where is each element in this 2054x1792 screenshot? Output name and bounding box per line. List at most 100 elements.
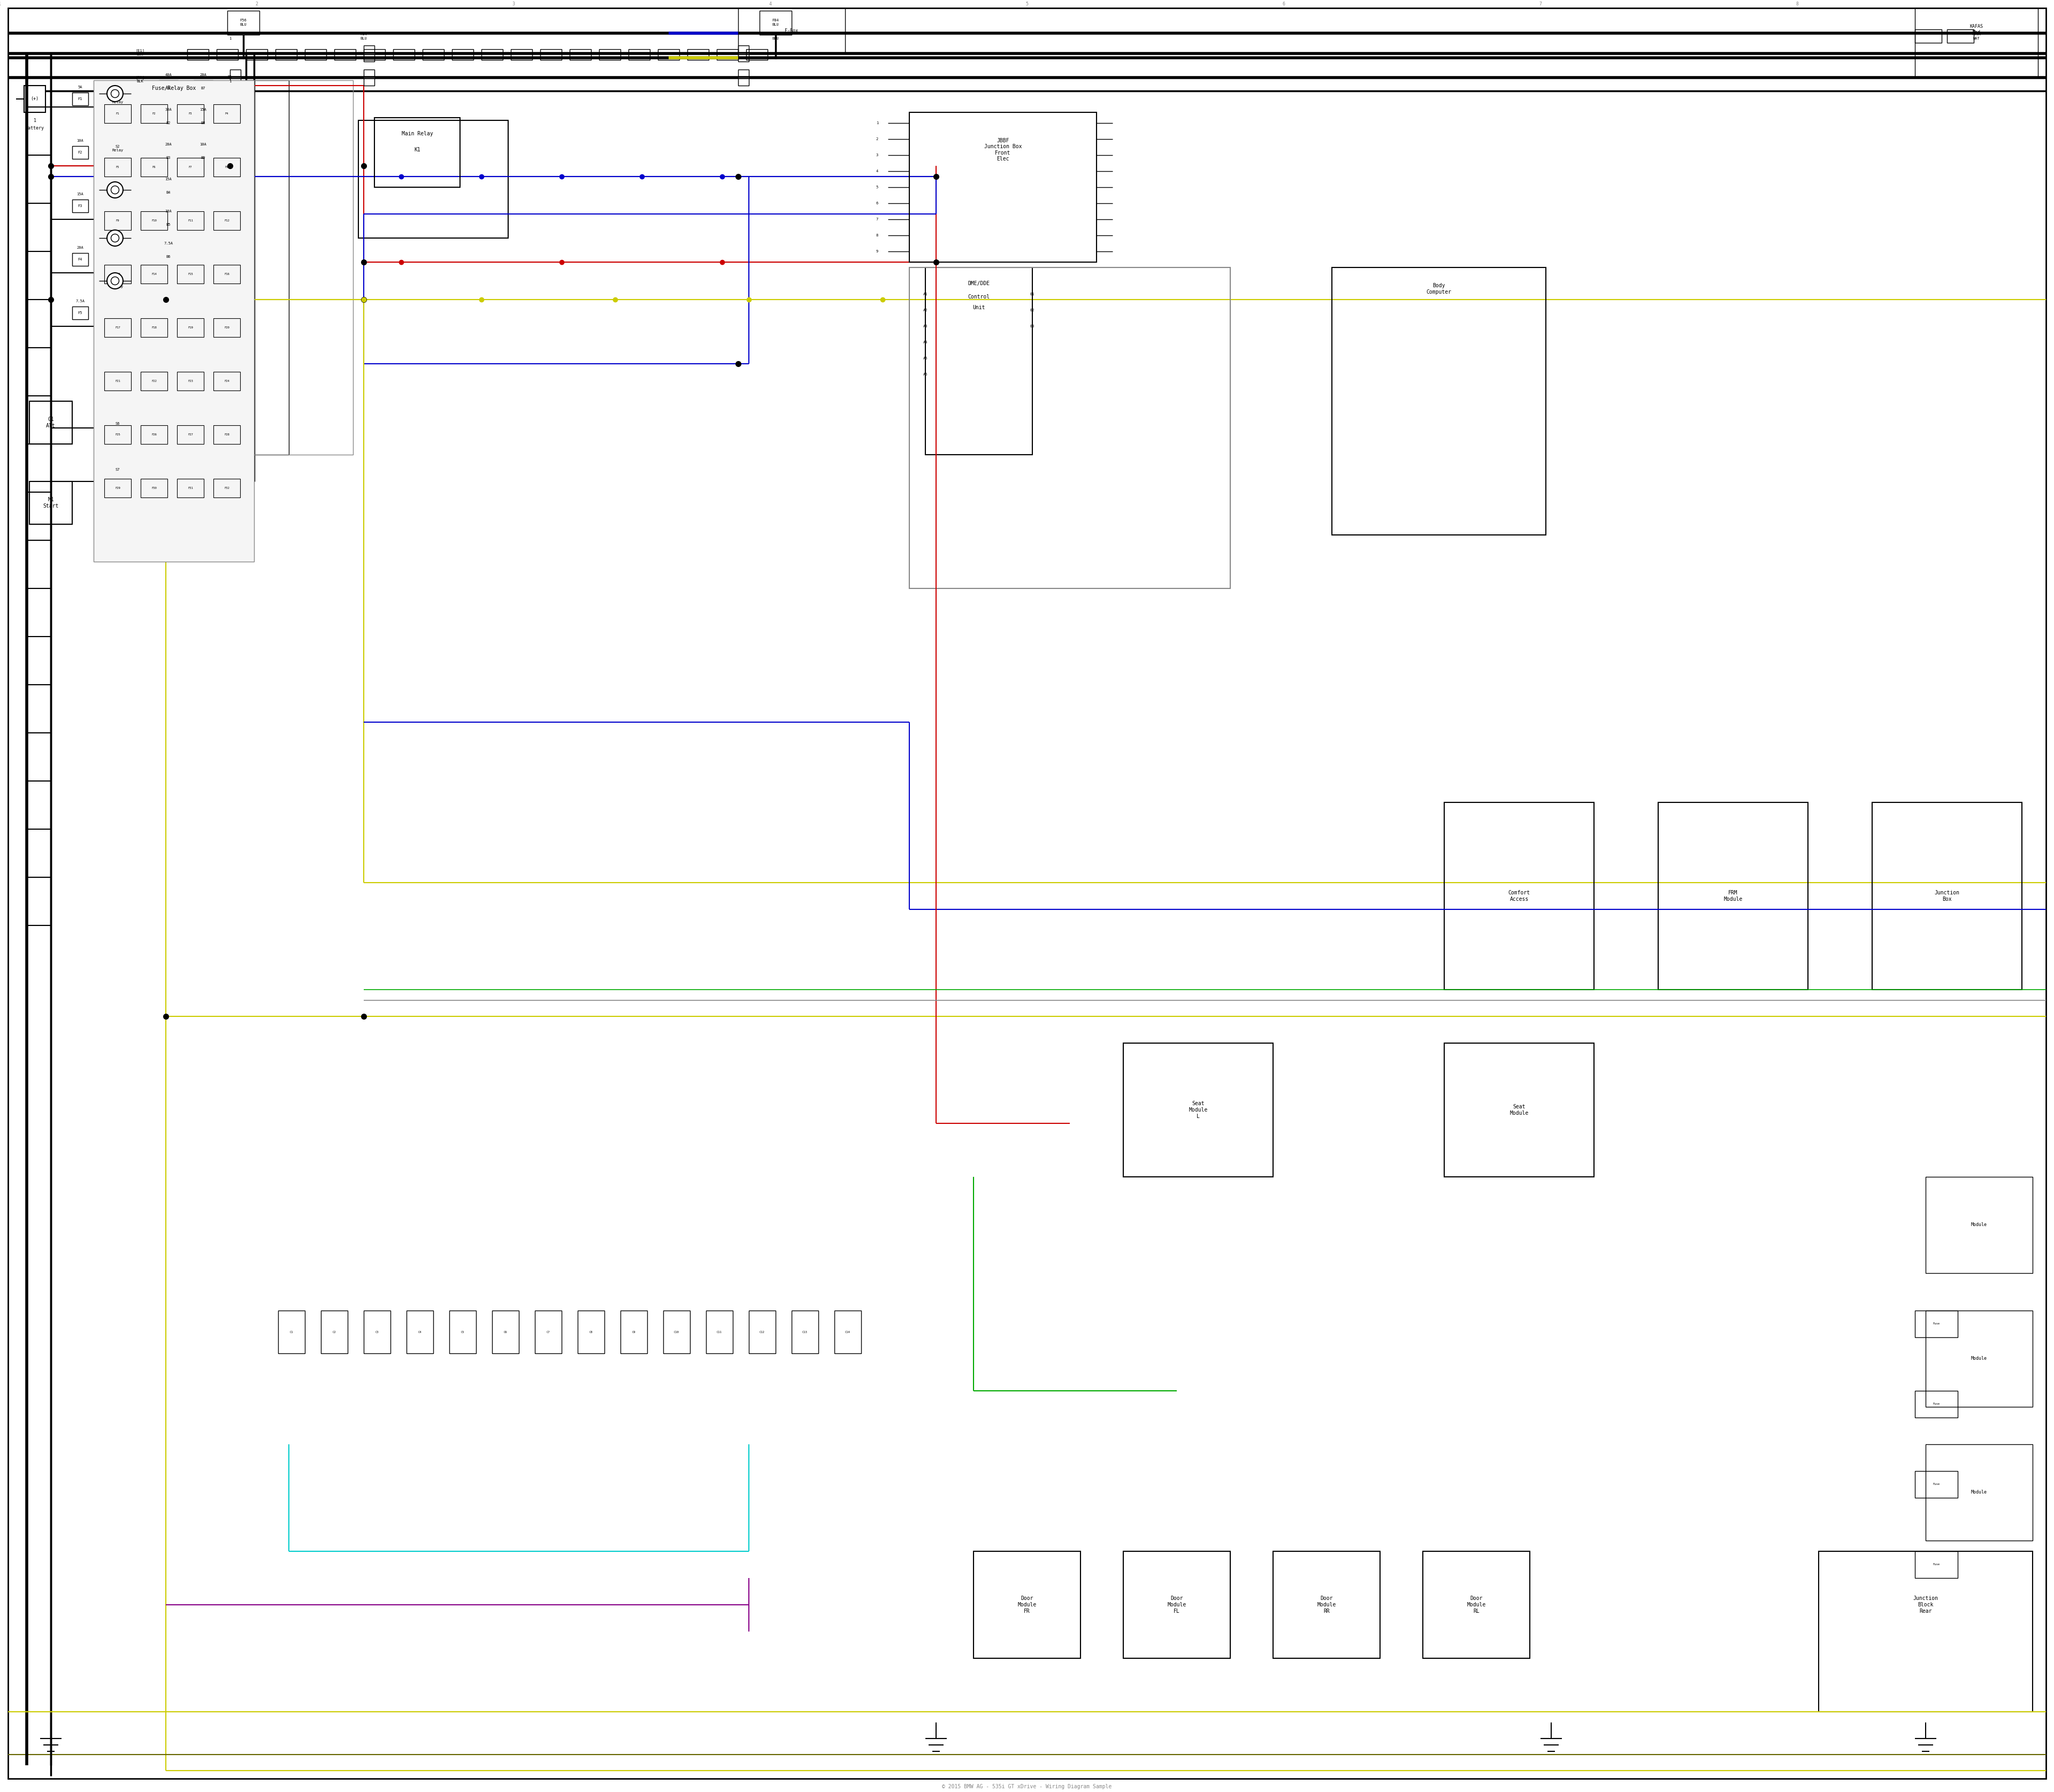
Bar [364, 45, 374, 61]
Bar [663, 1310, 690, 1353]
Bar [193, 115, 214, 131]
Text: 8: 8 [877, 233, 879, 237]
Text: T1
1: T1 1 [228, 75, 232, 82]
Bar [140, 478, 168, 498]
Bar [177, 478, 203, 498]
Text: F12: F12 [224, 219, 230, 222]
Bar [214, 371, 240, 391]
Text: F31: F31 [187, 486, 193, 489]
Text: F9: F9 [115, 219, 119, 222]
Text: B4: B4 [166, 192, 170, 194]
Bar [1914, 1391, 1957, 1417]
Text: B8: B8 [201, 122, 205, 125]
Text: A3: A3 [922, 324, 928, 328]
Bar [228, 11, 259, 34]
Text: Fuse: Fuse [1933, 1563, 1939, 1566]
Text: F28: F28 [224, 434, 230, 435]
Bar [834, 1310, 861, 1353]
Bar [177, 104, 203, 124]
Bar [99, 457, 136, 482]
Text: B1: B1 [166, 86, 170, 90]
Bar [1914, 1310, 1957, 1337]
Bar [105, 104, 131, 124]
Text: Door
Module
FL: Door Module FL [1167, 1597, 1187, 1613]
Text: S6: S6 [115, 423, 119, 425]
Bar [94, 81, 255, 561]
Text: 10A: 10A [164, 210, 173, 213]
Bar [1273, 1552, 1380, 1658]
Text: 9: 9 [877, 249, 879, 253]
Bar [791, 1310, 817, 1353]
Bar [187, 48, 210, 59]
Text: S5
Relay: S5 Relay [113, 281, 123, 289]
Bar [1927, 1444, 2033, 1541]
Text: A4: A4 [922, 340, 928, 344]
Text: 20A: 20A [199, 73, 207, 77]
Text: Junction
Block
Rear: Junction Block Rear [1912, 1597, 1939, 1613]
Text: F22: F22 [152, 380, 156, 382]
Bar [214, 425, 240, 444]
Text: C4: C4 [419, 1331, 421, 1333]
Text: G1
Alt: G1 Alt [45, 418, 55, 428]
Text: 7.5A: 7.5A [164, 242, 173, 246]
Text: 5A: 5A [78, 86, 82, 90]
Text: 1: 1 [877, 122, 879, 125]
Text: Battery: Battery [25, 125, 43, 131]
Circle shape [107, 229, 123, 246]
Text: F4: F4 [226, 113, 228, 115]
Text: F84
BLU: F84 BLU [772, 20, 778, 25]
Bar [99, 136, 136, 161]
Bar [99, 412, 136, 435]
Text: F14: F14 [152, 272, 156, 276]
Bar [1444, 803, 1594, 989]
Text: F5: F5 [78, 312, 82, 315]
Bar [140, 371, 168, 391]
Bar [1818, 1552, 2033, 1711]
Bar [364, 70, 374, 86]
Text: B9: B9 [201, 156, 205, 159]
Text: 5: 5 [877, 186, 879, 188]
Text: 6: 6 [1282, 2, 1286, 7]
Text: C6: C6 [503, 1331, 507, 1333]
Text: B2: B2 [166, 122, 170, 125]
Text: Unit: Unit [974, 305, 986, 310]
Bar [214, 104, 240, 124]
Bar [450, 1310, 477, 1353]
Text: Seat
Module: Seat Module [1510, 1104, 1528, 1116]
Text: 3: 3 [511, 2, 516, 7]
Bar [177, 371, 203, 391]
Bar [364, 48, 386, 59]
Bar [214, 319, 240, 337]
Text: F26: F26 [152, 434, 156, 435]
Bar [974, 1552, 1080, 1658]
Bar [140, 319, 168, 337]
Text: C7: C7 [546, 1331, 550, 1333]
Text: 10A: 10A [76, 140, 84, 142]
Bar [1927, 1310, 2033, 1407]
Bar [277, 1310, 304, 1353]
Text: 4: 4 [768, 2, 772, 7]
Text: F8: F8 [226, 165, 228, 168]
Text: C11: C11 [717, 1331, 723, 1333]
Bar [452, 48, 472, 59]
Text: A2: A2 [922, 308, 928, 312]
Bar [717, 48, 737, 59]
Text: F-Box: F-Box [785, 29, 799, 32]
Text: B1: B1 [1029, 292, 1035, 296]
Text: F15: F15 [187, 272, 193, 276]
Bar [105, 319, 131, 337]
Bar [746, 48, 768, 59]
Text: B6: B6 [166, 254, 170, 258]
Text: 6: 6 [877, 202, 879, 204]
Bar [1914, 7, 2038, 77]
Bar [140, 425, 168, 444]
Text: C14: C14 [844, 1331, 850, 1333]
Text: 7: 7 [1538, 2, 1543, 7]
Text: Control: Control [967, 294, 990, 299]
Text: 20A: 20A [164, 143, 173, 145]
Bar [423, 48, 444, 59]
Bar [320, 1310, 347, 1353]
Text: F19: F19 [187, 326, 193, 328]
Bar [910, 267, 1230, 588]
Bar [364, 1310, 390, 1353]
